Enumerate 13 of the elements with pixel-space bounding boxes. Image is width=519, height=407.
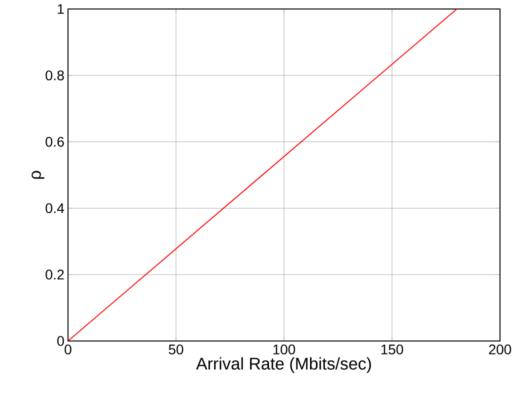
- x-tick-label: 200: [489, 344, 512, 354]
- x-tick-label: 100: [273, 344, 296, 354]
- x-tick-label: 50: [168, 344, 184, 354]
- x-tick-label: 0: [64, 344, 72, 354]
- y-tick-label: 0.4: [46, 203, 64, 214]
- x-axis-title: Arrival Rate (Mbits/sec): [196, 357, 371, 374]
- y-axis-title: ρ: [32, 170, 44, 179]
- y-tick-label: 1: [58, 4, 64, 14]
- x-tick-label: 150: [381, 344, 404, 354]
- y-tick-label: 0: [57, 336, 64, 346]
- y-tick-label: 0.2: [46, 270, 64, 280]
- y-tick-label: 0.6: [46, 136, 64, 147]
- y-tick-label: 0.8: [46, 70, 64, 80]
